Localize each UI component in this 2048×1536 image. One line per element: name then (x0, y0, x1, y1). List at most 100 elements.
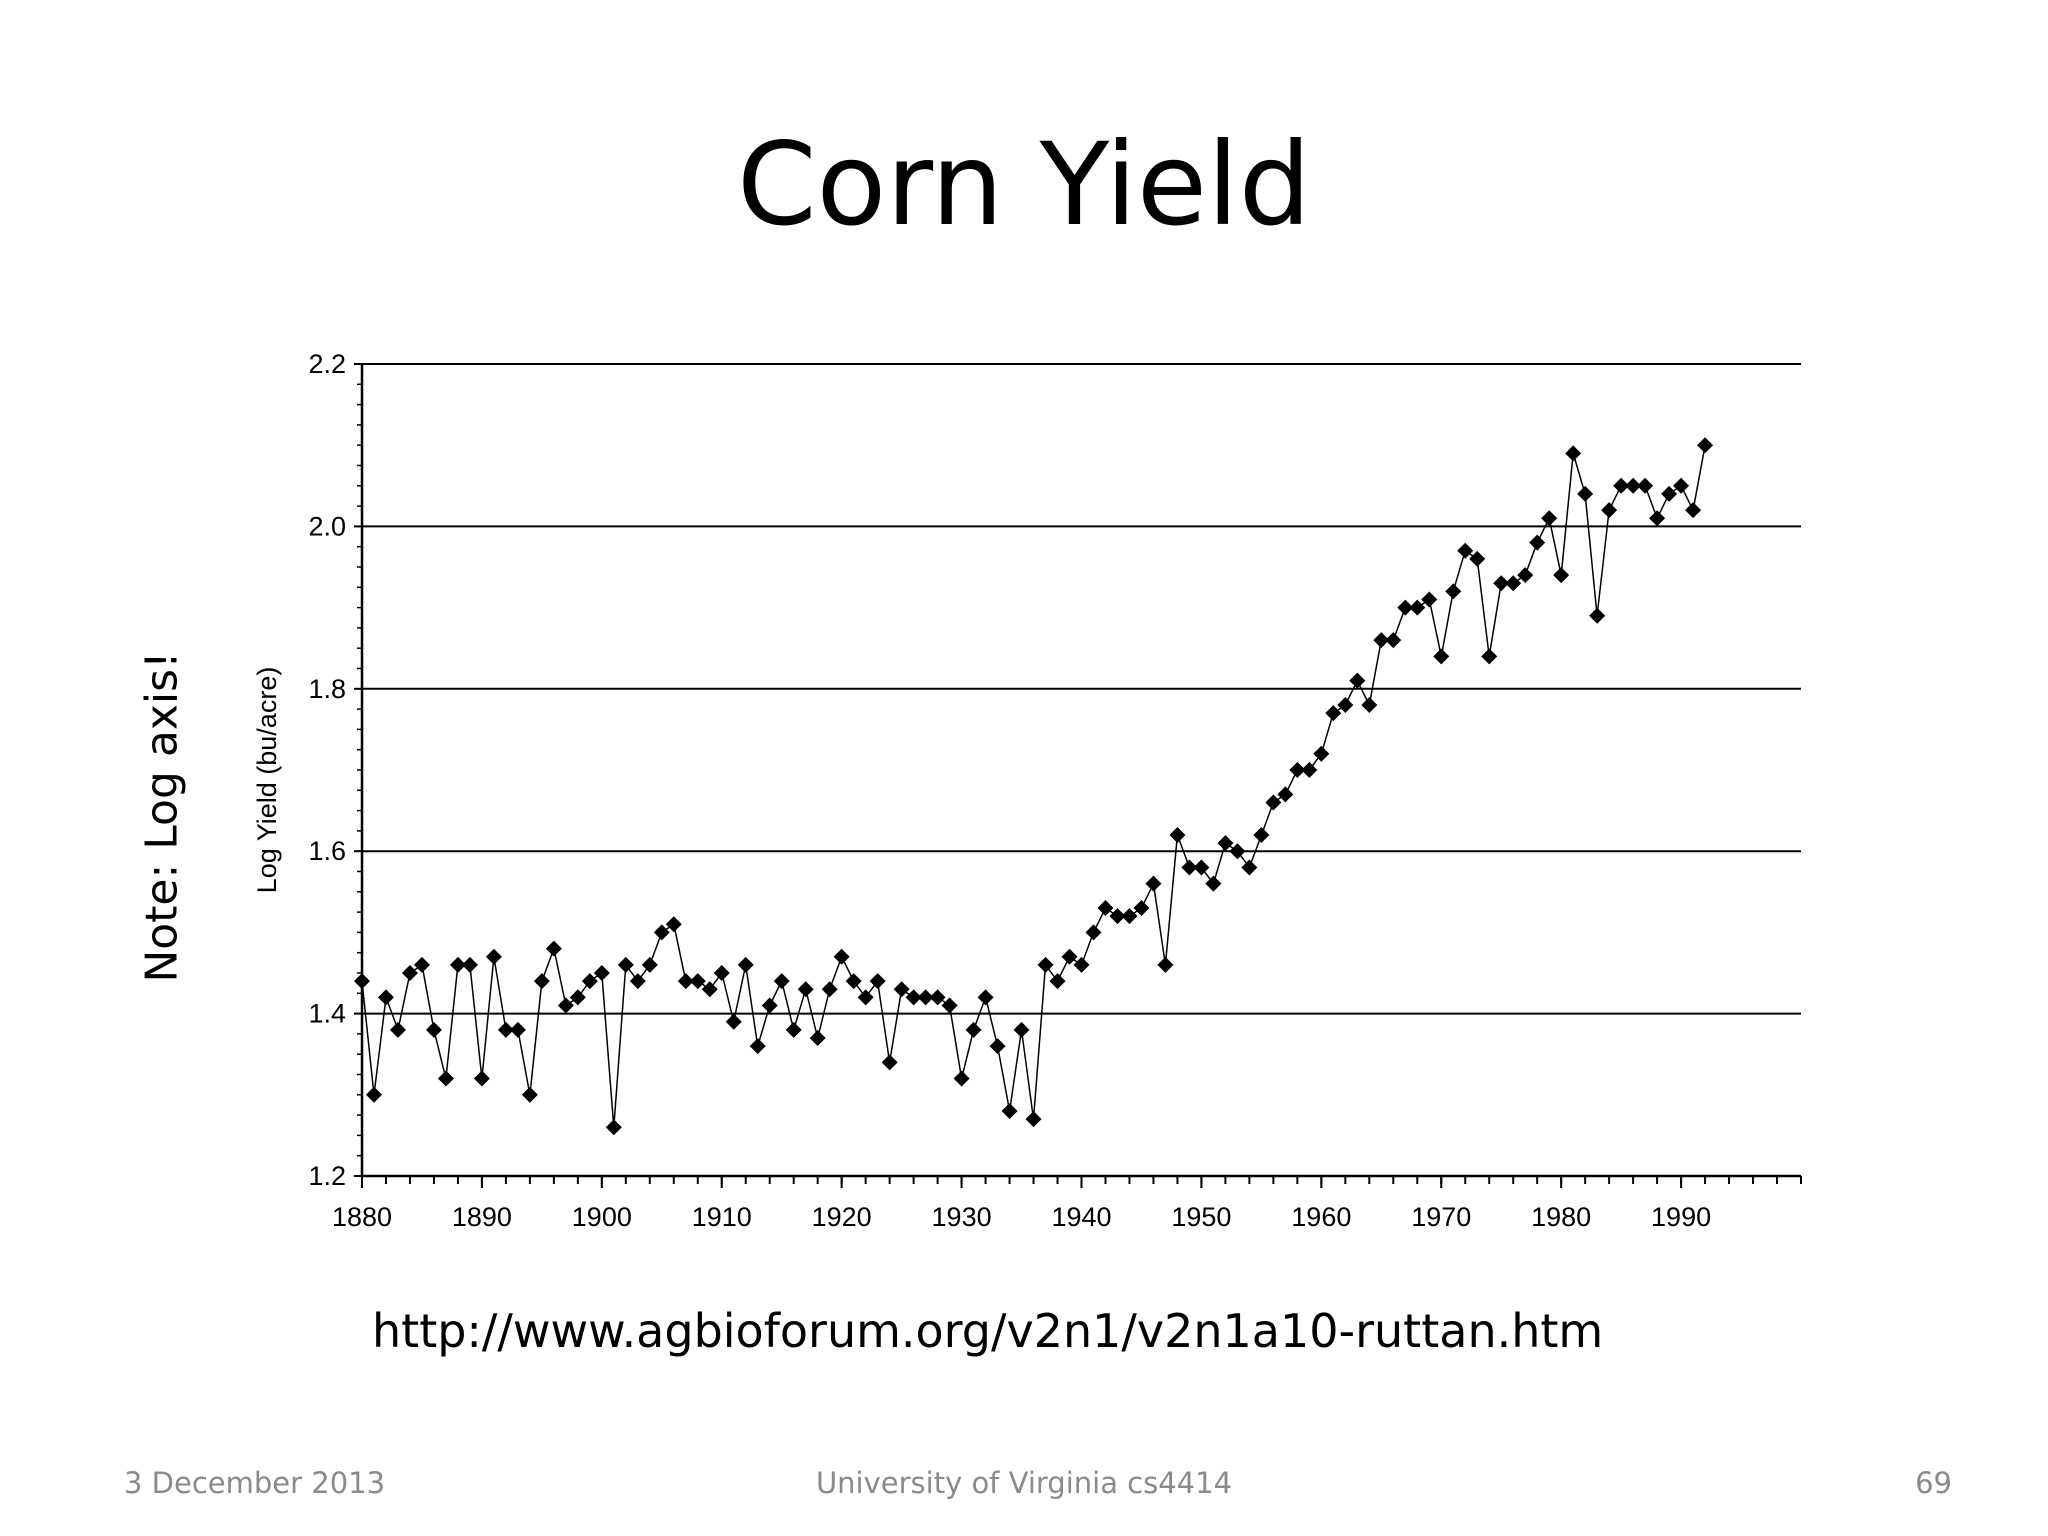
data-point (1673, 477, 1690, 494)
data-point (737, 956, 754, 973)
data-point (1193, 859, 1210, 876)
data-point (1493, 575, 1510, 592)
data-point (1349, 672, 1366, 689)
data-point (761, 997, 778, 1014)
data-point (557, 997, 574, 1014)
data-point (485, 948, 502, 965)
data-point (1541, 510, 1558, 527)
x-tick-label: 1940 (1051, 1202, 1111, 1232)
data-point (725, 1013, 742, 1030)
data-point (413, 956, 430, 973)
data-point (965, 1021, 982, 1038)
data-point (389, 1021, 406, 1038)
data-point (569, 989, 586, 1006)
data-point (1037, 956, 1054, 973)
data-point (941, 997, 958, 1014)
data-point (929, 989, 946, 1006)
data-point (857, 989, 874, 1006)
data-point (1145, 875, 1162, 892)
data-point (377, 989, 394, 1006)
data-point (953, 1070, 970, 1087)
data-point (1109, 908, 1126, 925)
data-point (509, 1021, 526, 1038)
data-point (1061, 948, 1078, 965)
data-point (1481, 648, 1498, 665)
footer-page-number: 69 (1915, 1466, 1952, 1500)
footer-date: 3 December 2013 (124, 1466, 386, 1500)
data-point (797, 981, 814, 998)
data-point (1085, 924, 1102, 941)
data-point (893, 981, 910, 998)
data-point (1097, 900, 1114, 917)
x-tick-label: 1950 (1171, 1202, 1231, 1232)
data-point (1253, 826, 1270, 843)
y-tick-label: 2.2 (308, 349, 346, 379)
data-point (449, 956, 466, 973)
data-point (1229, 843, 1246, 860)
data-point (1313, 745, 1330, 762)
data-point (497, 1021, 514, 1038)
data-point (1553, 567, 1570, 584)
data-point (1697, 437, 1714, 454)
y-tick-label: 1.8 (308, 674, 346, 704)
data-point (521, 1086, 538, 1103)
y-tick-label: 1.6 (308, 836, 346, 866)
data-point (917, 989, 934, 1006)
x-tick-label: 1890 (452, 1202, 512, 1232)
data-point (1013, 1021, 1030, 1038)
data-point (1121, 908, 1138, 925)
data-point (425, 1021, 442, 1038)
data-point (1157, 956, 1174, 973)
data-point (881, 1054, 898, 1071)
data-point (1289, 762, 1306, 778)
data-point (833, 948, 850, 965)
x-tick-label: 1910 (692, 1202, 752, 1232)
data-point (1217, 835, 1234, 852)
data-point (821, 981, 838, 998)
data-point (869, 973, 886, 990)
data-point (401, 965, 418, 981)
data-point (1457, 542, 1474, 559)
y-tick-label: 2.0 (308, 511, 346, 541)
data-point (977, 989, 994, 1006)
data-point (1445, 583, 1462, 600)
x-tick-label: 1990 (1651, 1202, 1711, 1232)
data-point (533, 973, 550, 990)
data-point (1241, 859, 1258, 876)
data-point (713, 965, 730, 981)
data-point (1277, 786, 1294, 803)
data-point (665, 916, 682, 933)
data-point (1505, 575, 1522, 592)
data-point (1637, 477, 1654, 494)
footer-course: University of Virginia cs4414 (815, 1466, 1233, 1500)
data-point (1685, 502, 1702, 519)
data-point (845, 973, 862, 990)
data-point (677, 973, 694, 990)
x-tick-label: 1920 (812, 1202, 872, 1232)
x-tick-label: 1970 (1411, 1202, 1471, 1232)
data-point (809, 1029, 826, 1046)
data-point (749, 1038, 766, 1055)
data-point (641, 956, 658, 973)
data-point (1469, 550, 1486, 567)
data-point (1601, 502, 1618, 519)
data-point (1649, 510, 1666, 527)
data-point (473, 1070, 490, 1087)
data-point (773, 973, 790, 990)
data-point (989, 1038, 1006, 1055)
data-point (593, 965, 610, 981)
data-point (1025, 1111, 1042, 1128)
series-line (361, 445, 1706, 1128)
x-tick-label: 1900 (572, 1202, 632, 1232)
y-axis-label: Log Yield (bu/acre) (252, 667, 282, 894)
data-point (354, 973, 370, 990)
data-point (1421, 591, 1438, 608)
data-point (437, 1070, 454, 1087)
data-point (629, 973, 646, 990)
x-tick-label: 1960 (1291, 1202, 1351, 1232)
data-point (1385, 632, 1402, 649)
x-tick-label: 1930 (932, 1202, 992, 1232)
data-point (1181, 859, 1198, 876)
data-point (1337, 697, 1354, 714)
